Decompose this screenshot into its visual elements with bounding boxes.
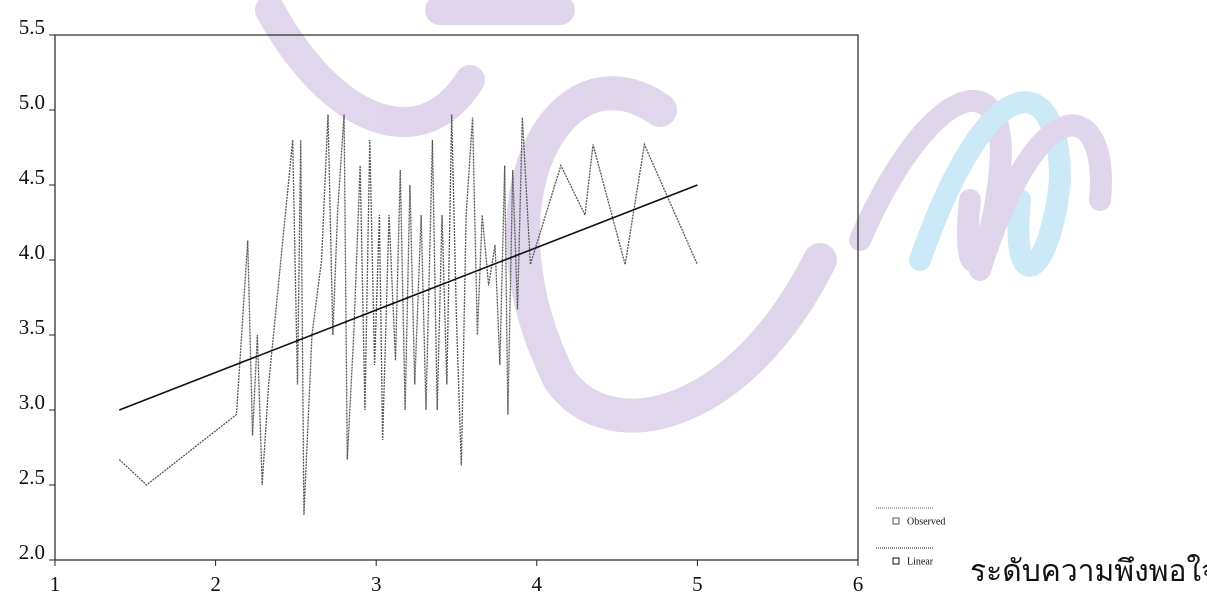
y-tick-label: 3.5 bbox=[19, 315, 45, 339]
legend-label: Linear bbox=[907, 556, 934, 567]
x-tick-label: 5 bbox=[692, 572, 703, 596]
x-tick-label: 4 bbox=[532, 572, 543, 596]
x-tick-label: 2 bbox=[210, 572, 221, 596]
y-tick-label: 2.0 bbox=[19, 540, 45, 564]
y-tick-label: 4.5 bbox=[19, 165, 45, 189]
series-line bbox=[119, 115, 697, 516]
y-tick-label: 3.0 bbox=[19, 390, 45, 414]
chart: ระดับความพึงพอใจ 2.0 2.5 3.0 3.5 4.0 4.5 5.0 5.… bbox=[0, 0, 1207, 602]
page: ระดับความพึงพอใจ 2.0 2.5 3.0 3.5 4.0 4.5 5.0 5.… bbox=[0, 0, 1207, 602]
y-tick-label: 5.0 bbox=[19, 90, 45, 114]
legend-label: Observed bbox=[907, 516, 945, 527]
y-tick-label: 5.5 bbox=[19, 15, 45, 39]
x-tick-label: 6 bbox=[853, 572, 864, 596]
x-tick-label: 1 bbox=[50, 572, 61, 596]
series-line bbox=[119, 185, 697, 410]
x-axis-title: ระดับความพึงพอใจ bbox=[970, 554, 1207, 588]
y-tick-label: 2.5 bbox=[19, 465, 45, 489]
legend-swatch bbox=[893, 518, 899, 524]
watermark bbox=[270, 10, 1101, 416]
y-tick-label: 4.0 bbox=[19, 240, 45, 264]
x-tick-label: 3 bbox=[371, 572, 382, 596]
legend-swatch bbox=[893, 558, 899, 564]
